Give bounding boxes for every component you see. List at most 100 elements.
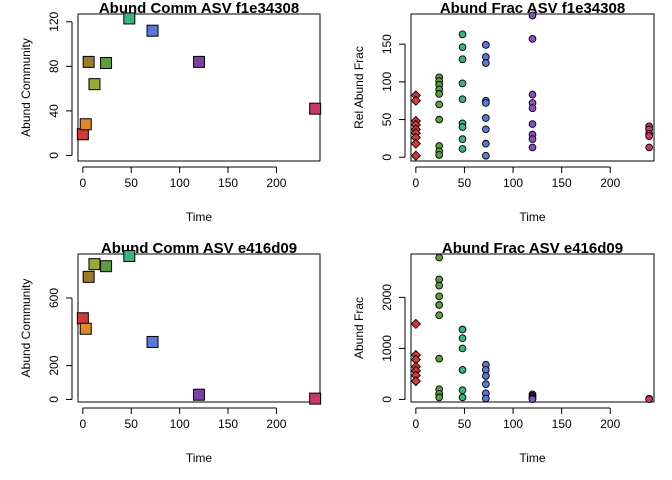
circle-point (481, 59, 490, 67)
panel-4: Abund Frac ASV e416d09 0 50 100 150 200 Time 0 1… (352, 240, 655, 465)
x-tick-label: 100 (503, 176, 523, 190)
circle-point (481, 380, 490, 388)
x-tick-label: 150 (218, 176, 238, 190)
x-tick-label: 50 (125, 417, 139, 431)
panel-1: Abund Comm ASV f1e34308 0 50 100 150 200 Time 0… (19, 0, 322, 224)
square-point (309, 392, 322, 405)
y-tick-label: 0 (380, 396, 394, 403)
circle-point (435, 301, 444, 309)
circle-point (458, 30, 467, 39)
circle-point (481, 139, 490, 148)
x-tick-label: 150 (552, 417, 572, 431)
y-tick-label: 600 (47, 288, 61, 308)
circle-point (435, 151, 444, 159)
square-point (123, 250, 136, 263)
plot-frame (77, 13, 321, 162)
x-tick-label: 0 (79, 176, 86, 190)
x-tick-label: 50 (458, 417, 472, 431)
circle-point (435, 281, 444, 290)
circle-point (528, 143, 537, 152)
x-tick-label: 200 (266, 176, 286, 190)
plot-frame (410, 253, 655, 403)
circle-point (528, 35, 537, 43)
circle-point (481, 114, 490, 122)
y-axis-label: Abund Frac (352, 297, 366, 359)
square-point (193, 388, 205, 401)
circle-point (435, 115, 444, 124)
square-point (79, 118, 92, 131)
y-axis-label: Rel Abund Frac (352, 46, 366, 129)
circle-point (458, 365, 467, 374)
circle-point (481, 41, 490, 49)
circle-point (528, 135, 537, 143)
circle-point (528, 120, 537, 128)
y-tick-label: 1000 (380, 335, 394, 362)
x-axis-label: Time (519, 210, 546, 224)
circle-point (458, 135, 467, 143)
circle-point (458, 325, 467, 334)
x-tick-label: 200 (600, 176, 620, 190)
square-point (82, 55, 95, 68)
diamond-point (410, 95, 421, 106)
y-tick-label: 50 (380, 113, 394, 127)
circle-point (458, 386, 467, 395)
circle-point (481, 99, 490, 107)
y-tick-label: 0 (47, 396, 61, 403)
x-tick-label: 100 (503, 417, 523, 431)
chart-title: Abund Frac ASV f1e34308 (440, 0, 625, 17)
circle-point (435, 354, 444, 363)
circle-point (458, 123, 467, 131)
y-tick-label: 80 (47, 59, 61, 73)
diamond-point (410, 318, 421, 330)
circle-point (528, 90, 537, 99)
circle-point (458, 79, 467, 88)
square-point (100, 57, 113, 69)
y-tick-label: 2000 (380, 284, 394, 311)
circle-point (458, 95, 467, 104)
x-tick-label: 200 (266, 417, 286, 431)
x-tick-label: 0 (413, 176, 420, 190)
diamond-point (410, 375, 421, 387)
circle-point (481, 151, 490, 160)
x-tick-label: 150 (218, 417, 238, 431)
circle-point (645, 143, 653, 152)
square-point (146, 24, 159, 37)
x-tick-label: 0 (79, 417, 86, 431)
chart-title: Abund Frac ASV e416d09 (442, 240, 623, 257)
chart-title: Abund Comm ASV e416d09 (101, 240, 297, 257)
y-tick-label: 150 (380, 34, 394, 54)
circle-point (481, 394, 490, 403)
circle-point (528, 395, 537, 404)
x-tick-label: 200 (600, 417, 620, 431)
y-tick-label: 100 (380, 72, 394, 92)
circle-point (528, 104, 537, 113)
y-tick-label: 0 (380, 154, 394, 161)
square-point (82, 270, 95, 283)
y-tick-label: 0 (47, 152, 61, 159)
x-tick-label: 50 (125, 176, 139, 190)
square-point (88, 258, 101, 271)
x-tick-label: 50 (458, 176, 472, 190)
circle-point (435, 253, 444, 262)
square-point (123, 12, 136, 25)
circle-point (435, 90, 444, 98)
x-axis-label: Time (186, 210, 213, 224)
x-axis-label: Time (186, 451, 213, 465)
circle-point (458, 43, 467, 52)
panel-2: Abund Frac ASV f1e34308 0 50 100 150 200 Time 0… (352, 0, 655, 224)
circle-point (435, 311, 444, 320)
diamond-point (410, 150, 421, 161)
circle-point (481, 372, 490, 380)
panel-3: Abund Comm ASV e416d09 0 50 100 150 200 Time 0 2… (19, 240, 322, 465)
square-point (309, 102, 322, 115)
circle-point (458, 344, 467, 353)
circle-point (458, 334, 467, 343)
circle-point (458, 55, 467, 64)
circle-point (645, 395, 653, 404)
y-axis-label: Abund Community (19, 38, 33, 137)
x-tick-label: 0 (413, 417, 420, 431)
chart-title: Abund Comm ASV f1e34308 (99, 0, 299, 17)
circle-point (435, 100, 444, 109)
